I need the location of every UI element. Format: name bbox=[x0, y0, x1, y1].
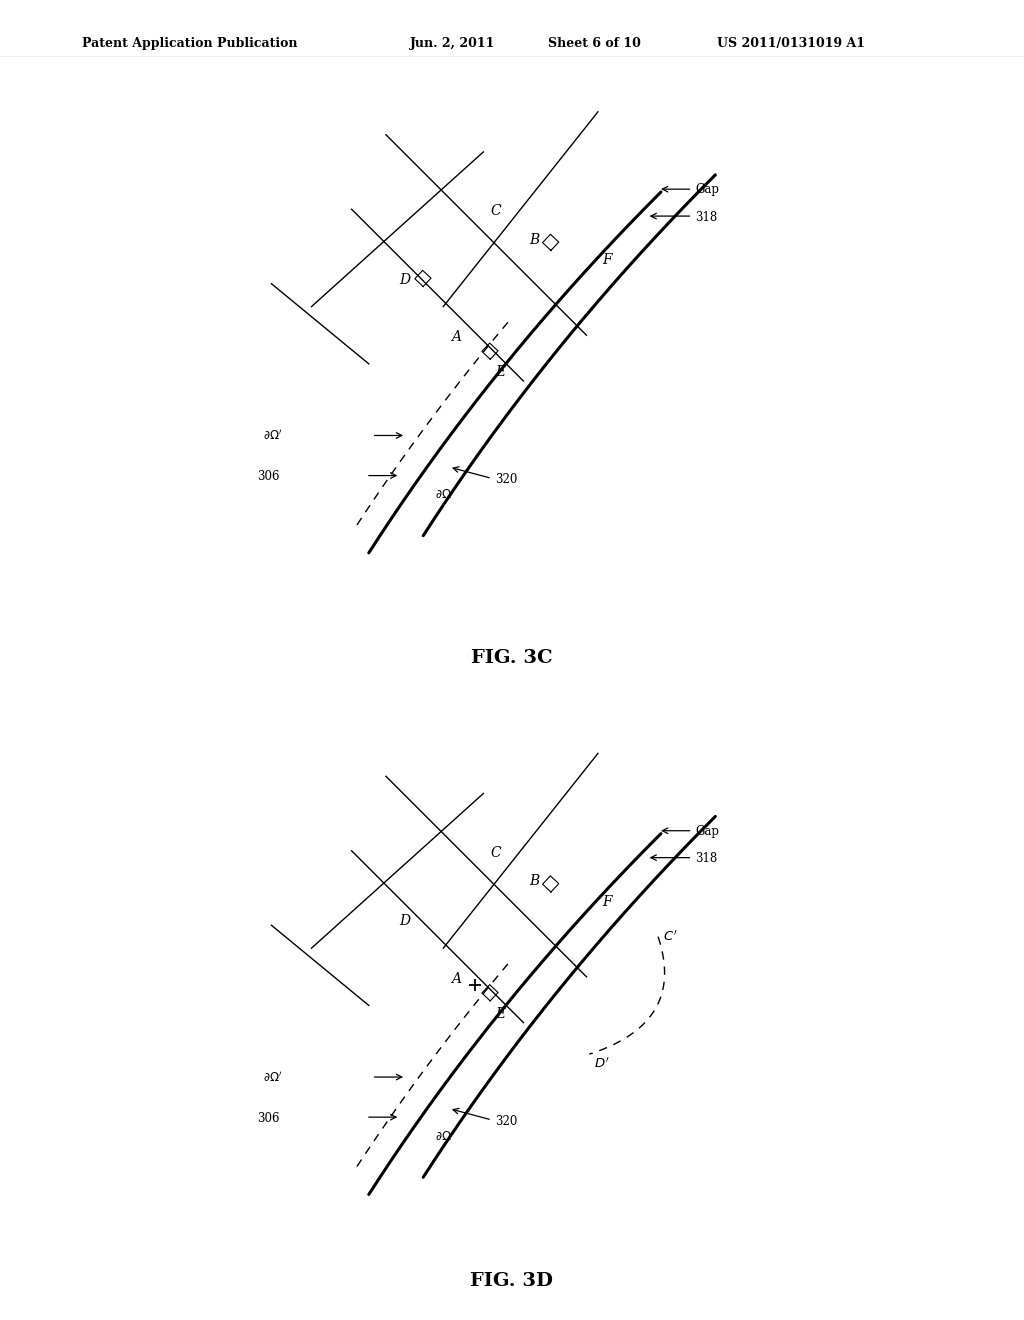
Text: 320: 320 bbox=[495, 1114, 517, 1127]
Text: Sheet 6 of 10: Sheet 6 of 10 bbox=[548, 37, 641, 50]
Text: B: B bbox=[529, 874, 540, 888]
Text: Gap: Gap bbox=[695, 825, 719, 838]
Text: $D'$: $D'$ bbox=[594, 1057, 609, 1072]
Text: 320: 320 bbox=[495, 473, 517, 486]
Text: C: C bbox=[490, 203, 502, 218]
Text: D: D bbox=[399, 915, 411, 928]
Text: E: E bbox=[495, 1007, 505, 1022]
Text: $C'$: $C'$ bbox=[663, 929, 677, 944]
Text: $\partial\Omega$: $\partial\Omega$ bbox=[434, 488, 452, 502]
Text: Gap: Gap bbox=[695, 183, 719, 197]
Text: FIG. 3D: FIG. 3D bbox=[470, 1271, 554, 1290]
Text: F: F bbox=[602, 895, 611, 908]
Text: F: F bbox=[602, 253, 611, 267]
Text: E: E bbox=[495, 366, 505, 379]
Text: FIG. 3C: FIG. 3C bbox=[471, 648, 553, 667]
Text: D: D bbox=[399, 273, 411, 286]
Text: B: B bbox=[529, 232, 540, 247]
Text: A: A bbox=[451, 330, 461, 345]
Text: Patent Application Publication: Patent Application Publication bbox=[82, 37, 297, 50]
Text: $\partial\Omega'$: $\partial\Omega'$ bbox=[263, 1071, 283, 1085]
Text: 306: 306 bbox=[257, 470, 280, 483]
Text: $\partial\Omega'$: $\partial\Omega'$ bbox=[263, 429, 283, 444]
Text: Jun. 2, 2011: Jun. 2, 2011 bbox=[410, 37, 495, 50]
Text: 318: 318 bbox=[695, 211, 718, 223]
Text: 318: 318 bbox=[695, 853, 718, 865]
Text: A: A bbox=[451, 972, 461, 986]
Text: $\partial\Omega$: $\partial\Omega$ bbox=[434, 1130, 452, 1143]
Text: US 2011/0131019 A1: US 2011/0131019 A1 bbox=[717, 37, 865, 50]
Text: C: C bbox=[490, 846, 502, 859]
Text: 306: 306 bbox=[257, 1111, 280, 1125]
